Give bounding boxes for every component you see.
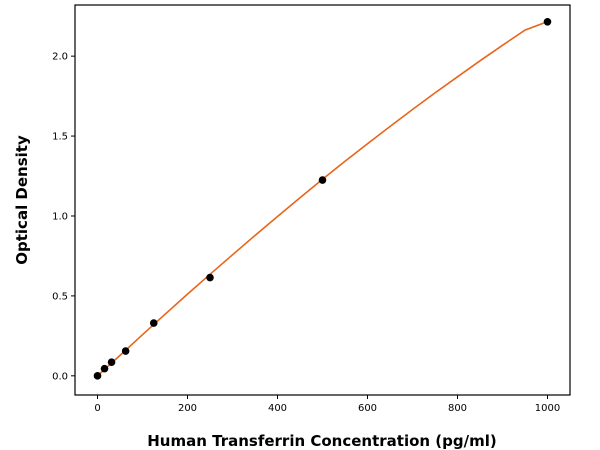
data-point	[100, 364, 109, 373]
data-points	[93, 17, 552, 380]
y-tick-label: 2.0	[52, 52, 68, 63]
data-point	[107, 358, 116, 367]
x-tick-label: 600	[358, 403, 377, 414]
x-tick-label: 1000	[535, 403, 560, 414]
data-point	[121, 347, 130, 355]
y-tick-label: 1.0	[52, 211, 68, 222]
data-point	[93, 372, 102, 380]
plot-frame	[74, 4, 571, 396]
data-point	[543, 17, 552, 26]
fit-curve	[96, 20, 548, 377]
x-axis-title: Human Transferrin Concentration (pg/ml)	[147, 432, 497, 450]
data-point	[206, 273, 214, 282]
x-tick-label: 0	[94, 403, 100, 414]
data-point	[318, 176, 327, 184]
y-tick-label: 1.5	[52, 132, 68, 143]
y-tick-label: 0.0	[52, 371, 68, 382]
y-tick-label: 0.5	[52, 291, 68, 302]
y-axis-title: Optical Density	[13, 135, 31, 265]
x-axis: 0 200 400 600 800 1000	[94, 395, 560, 414]
x-tick-label: 400	[268, 403, 287, 414]
data-point	[149, 319, 158, 327]
x-tick-label: 200	[178, 403, 197, 414]
x-tick-label: 800	[448, 403, 467, 414]
y-axis: 0.0 0.5 1.0 1.5 2.0	[52, 52, 75, 382]
